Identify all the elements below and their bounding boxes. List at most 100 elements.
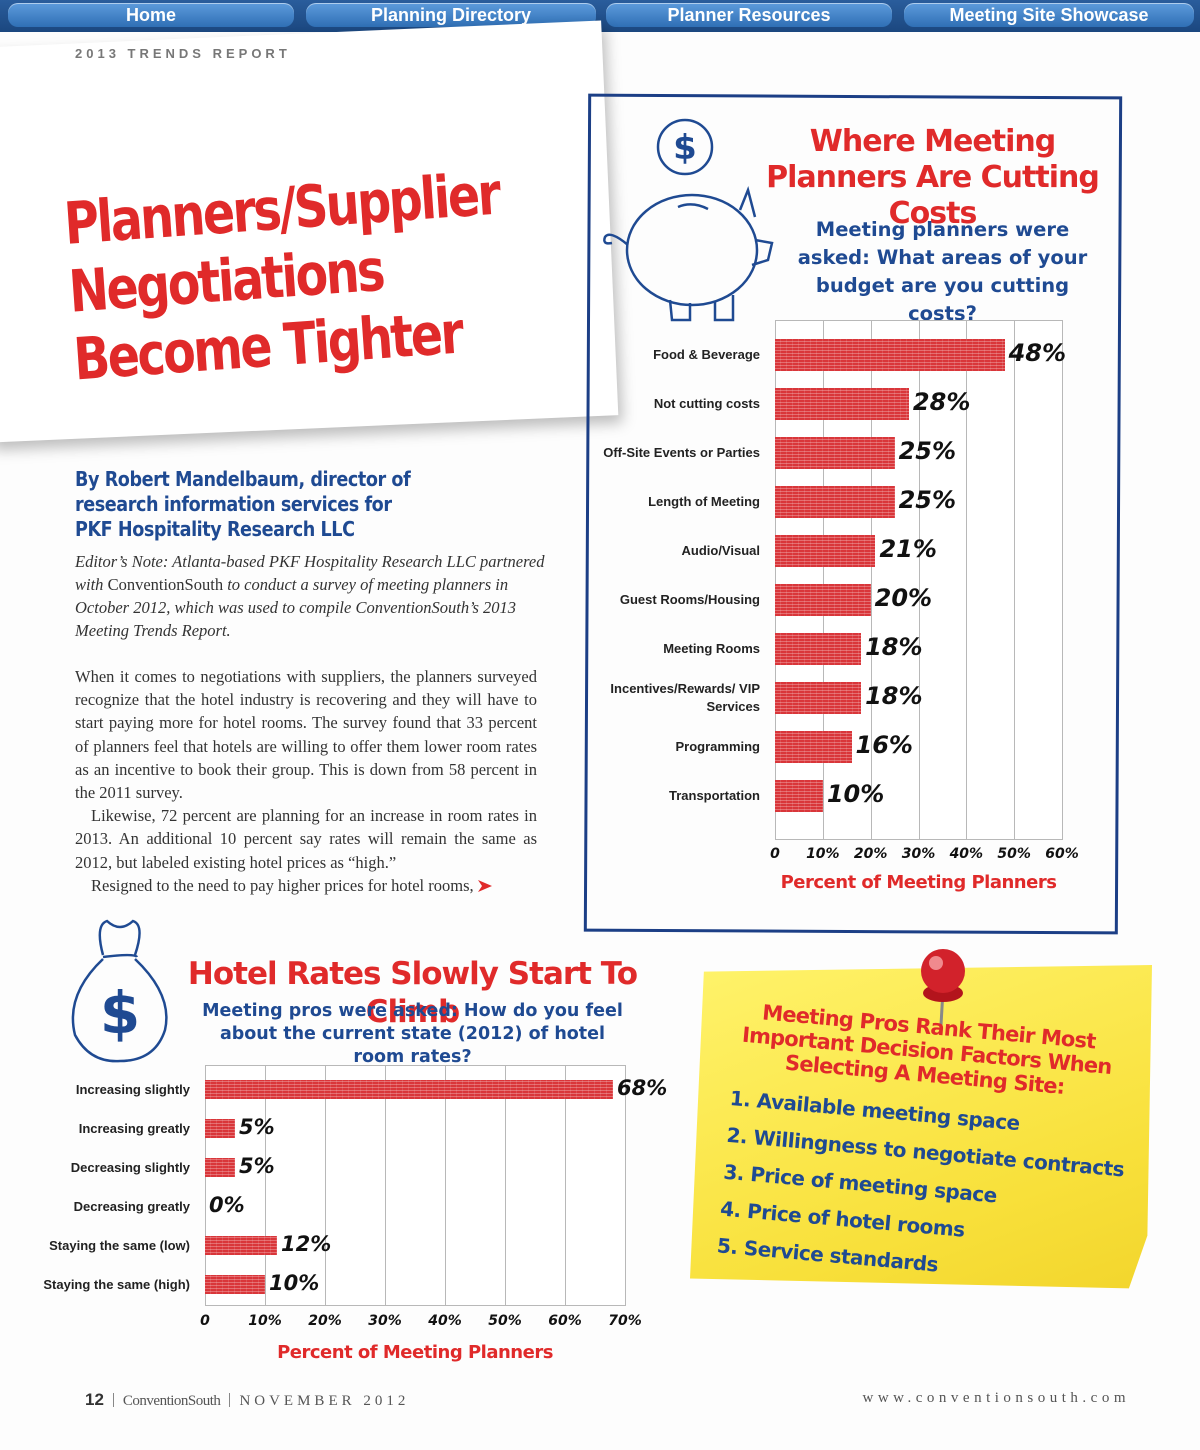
- paragraph: Resigned to the need to pay higher price…: [75, 874, 537, 897]
- grid-line: [445, 1065, 446, 1306]
- value-label: 25%: [898, 436, 957, 465]
- push-pin: [921, 949, 965, 1026]
- bar: [775, 534, 876, 567]
- x-tick-label: 50%: [997, 846, 1031, 862]
- note-text: ConventionSouth: [107, 575, 224, 594]
- money-bag-icon: $: [71, 919, 168, 1063]
- paragraph: Likewise, 72 percent are planning for an…: [75, 806, 537, 872]
- grid-line: [205, 1065, 206, 1306]
- category-label: Programming: [675, 738, 760, 754]
- value-label: 48%: [1008, 338, 1067, 367]
- grid-line: [505, 1065, 506, 1306]
- plot-area: [205, 1065, 626, 1306]
- x-axis-label: Percent of Meeting Planners: [277, 1342, 553, 1363]
- editor-note: Editor’s Note: Atlanta-based PKF Hospita…: [75, 550, 545, 642]
- grid-line: [918, 320, 920, 840]
- nav-button[interactable]: Home: [8, 3, 294, 27]
- separator: [112, 1393, 114, 1407]
- grid-line: [625, 1065, 626, 1306]
- byline: By Robert Mandelbaum, director of resear…: [75, 467, 456, 542]
- grid-line: [1062, 320, 1063, 840]
- x-tick-label: 10%: [248, 1313, 282, 1329]
- byline-line: By Robert Mandelbaum, director of: [75, 467, 411, 491]
- grid-line: [1014, 320, 1016, 840]
- note-text: to conduct a survey of meeting planners …: [75, 575, 517, 640]
- category-label: Length of Meeting: [648, 493, 760, 509]
- category-label: Staying the same (high): [43, 1276, 190, 1292]
- category-label: Transportation: [668, 787, 760, 803]
- note-text: Editor’s Note: Atlanta-based PKF Hospita…: [75, 552, 545, 594]
- value-label: 20%: [874, 583, 933, 612]
- bar: [775, 485, 895, 518]
- value-label: 10%: [269, 1270, 320, 1295]
- svg-text:$: $: [673, 128, 697, 168]
- x-tick-label: 30%: [901, 846, 936, 862]
- section-header: 2013 TRENDS REPORT: [75, 46, 291, 61]
- x-tick-label: 60%: [1045, 846, 1079, 862]
- x-tick-label: 30%: [368, 1313, 402, 1329]
- grid-line: [265, 1065, 266, 1306]
- x-tick-label: 10%: [806, 846, 840, 862]
- grid-line: [870, 320, 872, 840]
- x-axis-label: Percent of Meeting Planners: [780, 872, 1057, 893]
- grid-line: [775, 320, 776, 840]
- category-label: Increasing greatly: [78, 1120, 190, 1136]
- category-label: Staying the same (low): [49, 1237, 190, 1253]
- nav-button[interactable]: Planning Directory: [306, 3, 596, 27]
- publication: ConventionSouth: [122, 1393, 221, 1409]
- category-label: Not cutting costs: [653, 395, 760, 411]
- bar: [775, 338, 1005, 371]
- bar: [775, 779, 823, 812]
- nav-bar: Home Planning Directory Planner Resource…: [0, 0, 1200, 32]
- chart-title: Where Meeting Planners Are Cutting Costs: [766, 124, 1100, 231]
- footer: 12 ConventionSouth NOVEMBER 2012 www.conve…: [85, 1390, 1130, 1410]
- value-label: 16%: [855, 730, 913, 759]
- continue-arrow: [477, 879, 492, 892]
- issue: NOVEMBER 2012: [239, 1393, 410, 1409]
- bar: [205, 1080, 613, 1099]
- value-label: 10%: [826, 779, 885, 808]
- value-label: 18%: [865, 632, 923, 661]
- value-label: 25%: [898, 485, 957, 514]
- page-number: 12: [85, 1390, 104, 1409]
- byline-line: PKF Hospitality Research LLC: [75, 517, 355, 541]
- bar: [775, 436, 895, 469]
- x-tick-label: 50%: [488, 1313, 522, 1329]
- category-label: Audio/Visual: [681, 542, 761, 558]
- separator: [229, 1393, 231, 1407]
- category-label: Decreasing greatly: [73, 1198, 190, 1214]
- grid-line: [966, 320, 968, 840]
- value-label: 0%: [209, 1192, 245, 1217]
- bar: [775, 632, 862, 665]
- nav-button[interactable]: Meeting Site Showcase: [904, 3, 1194, 27]
- paragraph-text: Resigned to the need to pay higher price…: [91, 875, 474, 895]
- bar: [205, 1236, 277, 1255]
- paragraph: When it comes to negotiations with suppl…: [75, 667, 537, 803]
- piggy-bank-icon: $: [603, 118, 774, 322]
- category-label: Guest Rooms/Housing: [619, 591, 760, 607]
- bar: [775, 583, 871, 616]
- website: www.conventionsouth.com: [862, 1390, 1130, 1406]
- grid-line: [822, 320, 824, 840]
- x-tick-label: 20%: [853, 846, 888, 862]
- value-label: 21%: [879, 534, 937, 563]
- bar: [775, 387, 909, 420]
- sticky-text: Meeting Pros Rank Their Most Important D…: [707, 998, 1129, 1299]
- chart-subtitle: Meeting planners were asked: What areas …: [797, 218, 1088, 325]
- grid-line: [325, 1065, 326, 1306]
- chart-title: Hotel Rates Slowly Start To Climb: [187, 956, 638, 1030]
- byline-line: research information services for: [75, 492, 392, 516]
- x-tick-label: 20%: [308, 1313, 342, 1329]
- value-label: 5%: [239, 1114, 275, 1139]
- nav-button[interactable]: Planner Resources: [606, 3, 892, 27]
- value-label: 18%: [865, 681, 923, 710]
- category-label: Decreasing slightly: [70, 1159, 190, 1175]
- value-label: 28%: [912, 387, 971, 416]
- bar: [205, 1158, 235, 1177]
- svg-text:$: $: [100, 979, 140, 1047]
- x-tick-label: 40%: [949, 846, 984, 862]
- value-label: 12%: [281, 1231, 332, 1256]
- x-tick-label: 40%: [428, 1313, 462, 1329]
- bar: [775, 681, 862, 714]
